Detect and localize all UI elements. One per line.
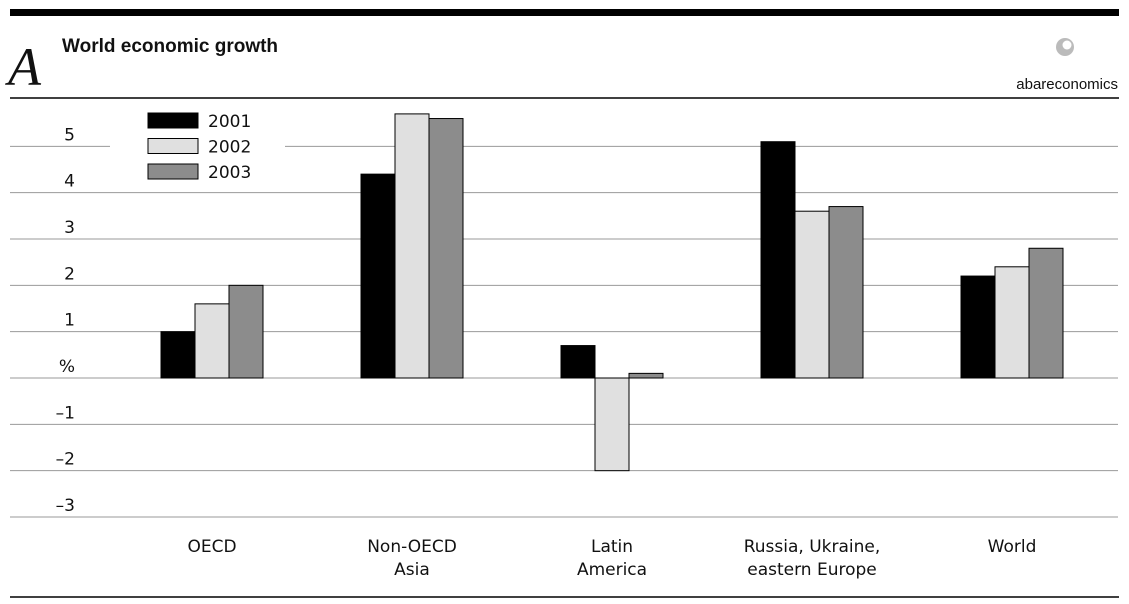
x-tick-label: OECD	[187, 537, 236, 557]
legend-swatch	[147, 112, 199, 129]
bar	[628, 372, 664, 379]
bar	[560, 345, 596, 379]
bar	[594, 377, 630, 472]
bar	[994, 266, 1030, 379]
logo-text: abareconomics	[1016, 76, 1118, 93]
bar	[228, 284, 264, 379]
logo-icon	[1056, 38, 1074, 56]
bar	[828, 206, 864, 379]
y-tick-label: 2	[64, 264, 75, 284]
y-tick-label: 1	[64, 311, 75, 331]
x-tick-label: Latin America	[577, 537, 647, 580]
bar	[160, 331, 196, 379]
legend-swatch	[147, 163, 199, 180]
chart-title: World economic growth	[62, 36, 278, 57]
x-tick-label: Russia, Ukraine, eastern Europe	[744, 537, 881, 580]
bar	[428, 118, 464, 379]
y-tick-label: –1	[56, 403, 75, 423]
y-tick-label: 4	[64, 172, 75, 192]
legend-swatch	[147, 138, 199, 154]
top-rule	[10, 9, 1119, 16]
bar	[360, 173, 396, 379]
y-tick-label: –3	[56, 496, 75, 516]
y-tick-label: 5	[64, 125, 75, 145]
bar	[394, 113, 430, 379]
x-tick-label: Non-OECD Asia	[367, 537, 457, 580]
y-tick-label: %	[59, 357, 75, 377]
grid	[10, 145, 1118, 518]
bar	[794, 210, 830, 379]
bar	[960, 275, 996, 379]
legend-label: 2003	[208, 163, 251, 183]
panel-label: A	[5, 37, 42, 97]
x-tick-label: World	[988, 537, 1037, 557]
legend-label: 2002	[208, 138, 251, 158]
y-tick-label: 3	[64, 218, 75, 238]
bar	[194, 303, 230, 379]
bar	[760, 141, 796, 379]
legend-label: 2001	[208, 112, 251, 132]
bar	[1028, 247, 1064, 379]
y-tick-label: –2	[56, 450, 75, 470]
